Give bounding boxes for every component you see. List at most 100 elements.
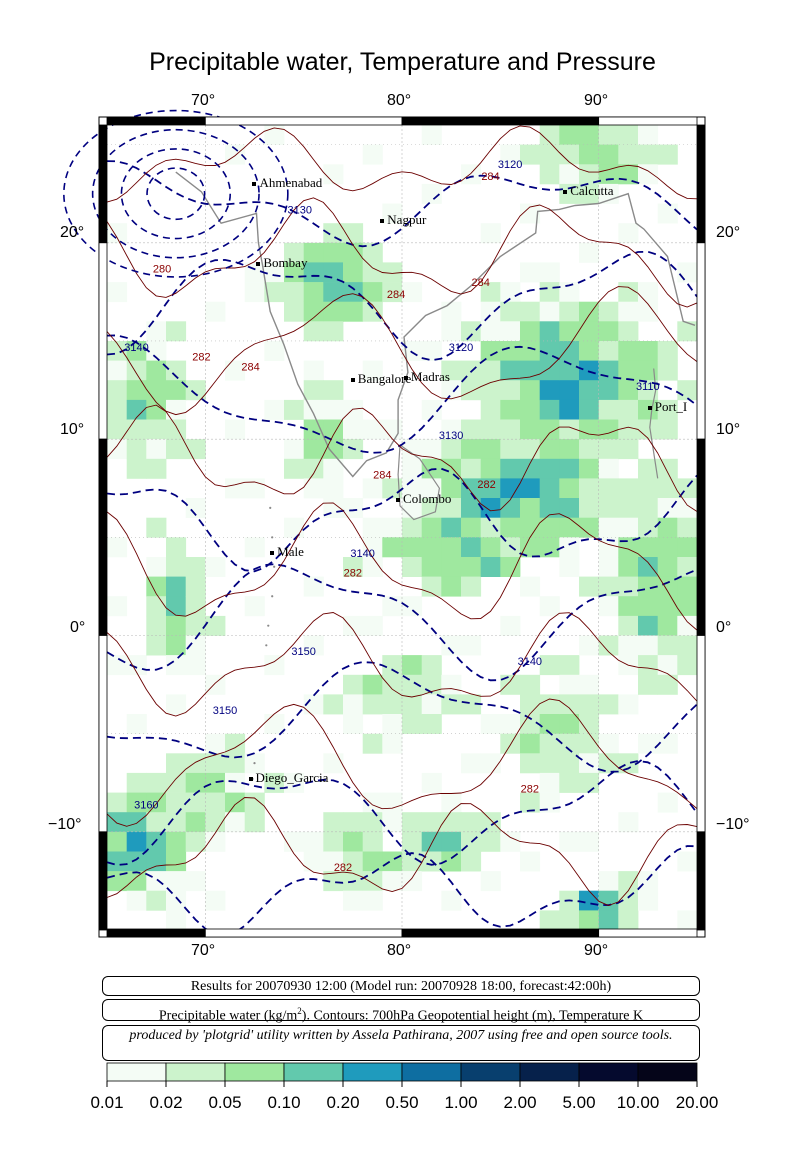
pw-cell — [500, 733, 521, 754]
pw-cell — [539, 144, 560, 165]
pw-cell — [598, 910, 619, 931]
pw-cell — [520, 439, 541, 460]
pw-cell — [618, 753, 639, 774]
pw-cell — [657, 635, 678, 656]
colorbar-label: 2.00 — [503, 1093, 537, 1112]
pw-cell — [323, 380, 344, 401]
pw-cell — [461, 458, 482, 479]
pw-cell — [205, 772, 226, 793]
pw-cell — [638, 458, 659, 479]
frame-bar-segment — [98, 635, 108, 833]
pw-cell — [126, 458, 147, 479]
frame-bar-segment — [598, 116, 698, 126]
pw-cell — [146, 419, 167, 440]
pw-cell — [638, 655, 659, 676]
pw-cell — [146, 831, 167, 852]
pw-cell — [185, 655, 206, 676]
pw-cell — [362, 282, 383, 303]
pw-cell — [343, 223, 364, 244]
geopotential-contour — [106, 661, 698, 773]
pw-cell — [461, 753, 482, 774]
pw-cell — [382, 419, 403, 440]
pw-cell — [638, 164, 659, 185]
lon-tick-top-70: 70° — [191, 92, 216, 109]
pw-cell — [107, 282, 128, 303]
pw-cell — [244, 282, 265, 303]
pw-cell — [362, 871, 383, 892]
pw-cell — [284, 282, 305, 303]
colorbar-label: 0.02 — [149, 1093, 183, 1112]
pw-cell — [657, 517, 678, 538]
pw-cell — [205, 831, 226, 852]
contour-label: 3140 — [124, 342, 148, 354]
pw-cell — [539, 458, 560, 479]
pw-cell — [461, 537, 482, 558]
pw-cell — [657, 203, 678, 224]
pw-cell — [618, 144, 639, 165]
lon-tick-bottom-70: 70° — [191, 942, 216, 959]
pw-cell — [343, 694, 364, 715]
pw-cell — [618, 399, 639, 420]
pw-cell — [441, 301, 462, 322]
pw-cell — [539, 537, 560, 558]
pw-cell — [244, 478, 265, 499]
pw-cell — [185, 380, 206, 401]
pw-cell — [618, 871, 639, 892]
pw-cell — [225, 144, 246, 165]
frame-bar-segment — [696, 831, 706, 931]
pw-cell — [225, 419, 246, 440]
pw-cell — [618, 360, 639, 381]
contour-label: 282 — [192, 352, 210, 364]
pw-cell — [677, 498, 698, 518]
pw-cell — [343, 851, 364, 872]
pw-cell — [284, 517, 305, 538]
pw-cell — [402, 851, 423, 872]
pw-cell — [618, 223, 639, 244]
pw-cell — [638, 125, 659, 145]
pw-cell — [598, 458, 619, 479]
pw-cell — [461, 812, 482, 833]
pw-cell — [166, 537, 187, 558]
pw-cell — [559, 419, 580, 440]
pw-cell — [284, 399, 305, 420]
pw-cell — [362, 478, 383, 499]
pw-cell — [362, 242, 383, 263]
pw-cell — [343, 242, 364, 263]
pw-cell — [559, 144, 580, 165]
pw-cell — [166, 635, 187, 656]
pw-cell — [362, 301, 383, 322]
legend-info-box: Precipitable water (kg/m2). Contours: 70… — [102, 999, 700, 1024]
pw-cell — [323, 871, 344, 892]
frame-bar-segment — [696, 242, 706, 440]
pw-cell — [185, 792, 206, 813]
pw-cell — [402, 831, 423, 852]
frame-bar-segment — [98, 242, 108, 440]
pw-cell — [520, 517, 541, 538]
pw-cell — [402, 537, 423, 558]
pw-cell — [677, 321, 698, 342]
pw-cell — [500, 360, 521, 381]
pw-cell — [146, 458, 167, 479]
contour-label: 284 — [471, 277, 489, 289]
pw-cell — [480, 714, 501, 734]
city-label: Nagpur — [380, 212, 426, 228]
city-label: Madras — [404, 369, 450, 385]
pw-cell — [421, 714, 442, 734]
pw-cell — [362, 537, 383, 558]
pw-cell — [500, 419, 521, 440]
pw-cell — [598, 399, 619, 420]
pw-cell — [480, 537, 501, 558]
geopotential-contour — [106, 563, 698, 682]
pw-cell — [618, 301, 639, 322]
pw-cell — [146, 321, 167, 342]
pw-cell — [657, 733, 678, 754]
pw-cell — [559, 341, 580, 361]
lat-tick-left-10: 10° — [60, 421, 85, 438]
pw-cell — [166, 812, 187, 833]
pw-cell — [579, 831, 600, 852]
pw-cell — [421, 772, 442, 793]
pw-cell — [500, 537, 521, 558]
pw-cell — [421, 183, 442, 204]
pw-cell — [677, 655, 698, 676]
pw-cell — [146, 812, 167, 833]
